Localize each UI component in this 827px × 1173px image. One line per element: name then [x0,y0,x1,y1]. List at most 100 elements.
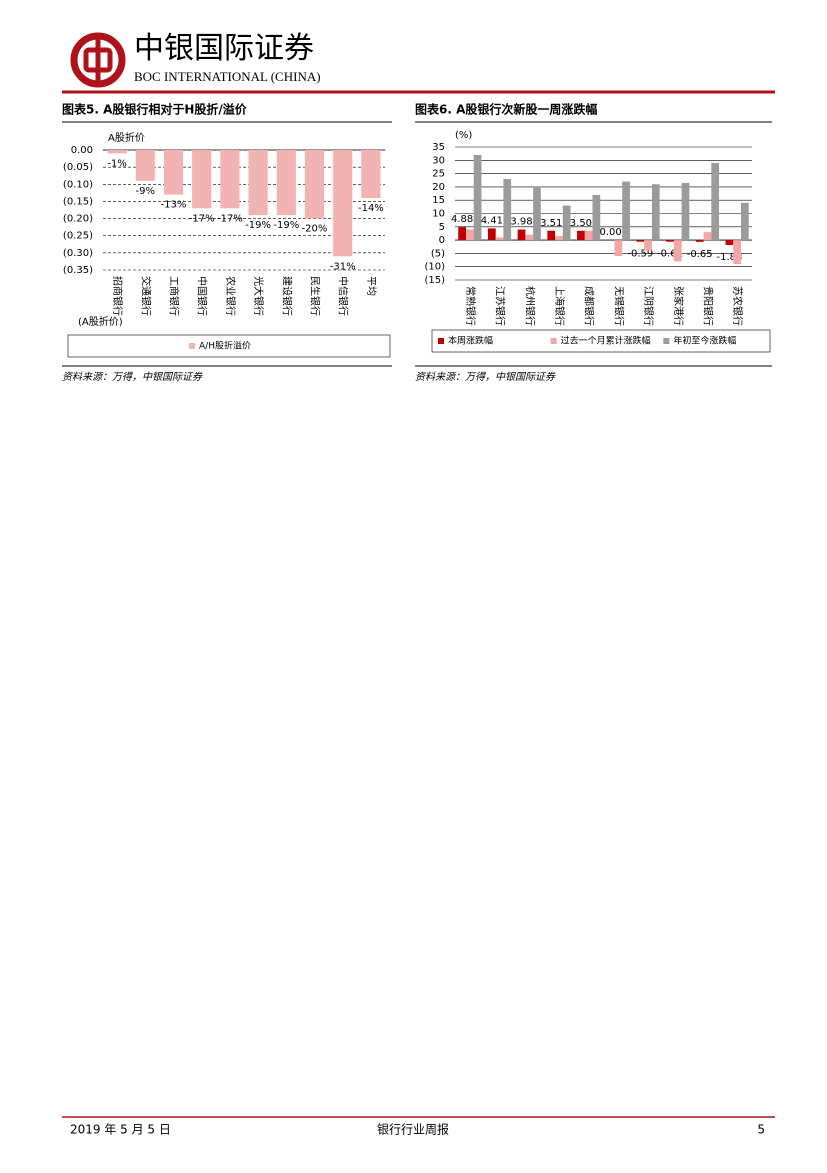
legend-label: 过去一个月累计涨跌幅 [561,335,651,347]
bar [652,184,660,240]
bar [192,150,211,208]
data-label: -14% [358,203,384,214]
bar [644,240,652,251]
data-label: -17% [217,213,243,224]
x-tick-label: 江阴银行 [642,286,655,326]
x-tick-label: 成都银行 [583,286,596,326]
x-tick-label: 江苏银行 [494,286,507,326]
legend-label: 年初至今涨跌幅 [673,335,736,347]
bar [547,231,555,240]
y-tick-label: (0.15) [63,196,93,207]
y-tick-label: 15 [432,195,445,206]
data-label: 0.00 [599,227,621,238]
bar [636,240,644,242]
bar [525,235,533,240]
bar [614,240,622,256]
bar [733,240,741,264]
bar [622,182,630,241]
x-tick-label: 光大银行 [252,276,265,316]
x-tick-label: 平均 [365,276,377,296]
bar [518,230,526,241]
data-label: -0.65 [687,249,713,260]
data-label: -1% [107,158,126,169]
bar [666,240,674,242]
bar [249,150,268,215]
data-label: -17% [189,213,215,224]
data-label: -19% [245,220,271,231]
x-tick-label: 张家港行 [672,286,685,326]
x-tick-label: 农业银行 [224,276,237,316]
data-label: -19% [273,220,299,231]
x-tick-label: 常熟银行 [464,286,477,326]
data-label: 4.41 [481,215,503,226]
y-tick-label: 10 [432,209,445,220]
bar [220,150,239,208]
legend-swatch [438,338,444,344]
bar [466,229,474,240]
bar [726,240,734,245]
y-tick-label: 0 [439,235,445,246]
y-tick-label: 20 [432,182,445,193]
page-number: 5 [757,1123,765,1137]
bar [333,150,352,256]
chart-title: 图表6. A股银行次新股一周涨跌幅 [415,102,597,117]
y-tick-label: (0.10) [63,179,93,190]
data-label: -13% [161,200,187,211]
y-tick-label: (0.35) [63,265,93,276]
bar [108,150,127,153]
footer-date: 2019 年 5 月 5 日 [70,1123,171,1137]
source-note: 资料来源：万得，中银国际证券 [415,371,556,383]
footer-report: 银行行业周报 [377,1122,449,1137]
bar [458,227,466,240]
bar [533,187,541,240]
bar [277,150,296,215]
data-label: 3.98 [510,217,532,228]
data-label: 4.88 [451,214,473,225]
bar [674,240,682,261]
data-label: 3.51 [540,218,562,229]
bar [711,163,719,240]
y-axis-label: (%) [455,130,472,141]
y-tick-label: 5 [439,222,445,233]
x-tick-label: 民生银行 [309,276,322,316]
bar [496,237,504,240]
y-tick-label: (0.20) [63,214,93,225]
chart-title: 图表5. A股银行相对于H股折/溢价 [62,102,248,117]
company-name-en: BOC INTERNATIONAL (CHINA) [134,69,321,84]
x-tick-label: 贵阳银行 [701,286,714,326]
y-tick-label: 0.00 [71,145,93,156]
source-note: 资料来源：万得，中银国际证券 [62,371,203,383]
y-axis-label: A股折价 [108,131,145,144]
y-tick-label: (0.05) [63,162,93,173]
bar [361,150,380,198]
legend-label: A/H股折溢价 [199,340,251,352]
logo [74,34,122,86]
bar [585,231,593,240]
x-tick-label: 建设银行 [280,276,293,316]
bar [488,228,496,240]
x-tick-label: 杭州银行 [523,286,536,326]
bar [704,232,712,240]
x-tick-label: 中国银行 [196,276,209,316]
y-tick-label: (10) [424,262,445,273]
y-tick-label: 25 [432,169,445,180]
bar [305,150,324,219]
legend-swatch [189,343,195,349]
x-tick-label: 中信银行 [337,276,350,316]
y-tick-label: 30 [432,155,445,166]
bar [474,155,482,240]
y-tick-label: (15) [424,275,445,286]
legend-swatch [551,338,557,344]
data-label: 3.50 [570,218,592,229]
bar [696,240,704,242]
company-name: 中银国际证券 [134,31,314,66]
x-tick-label: 工商银行 [168,276,181,316]
bar [682,183,690,240]
bar [555,236,563,240]
bar [741,203,749,240]
y-tick-label: 35 [432,142,445,153]
data-label: -20% [302,224,328,235]
data-label: -9% [136,186,155,197]
x-axis-label: (A股折价) [78,315,123,328]
